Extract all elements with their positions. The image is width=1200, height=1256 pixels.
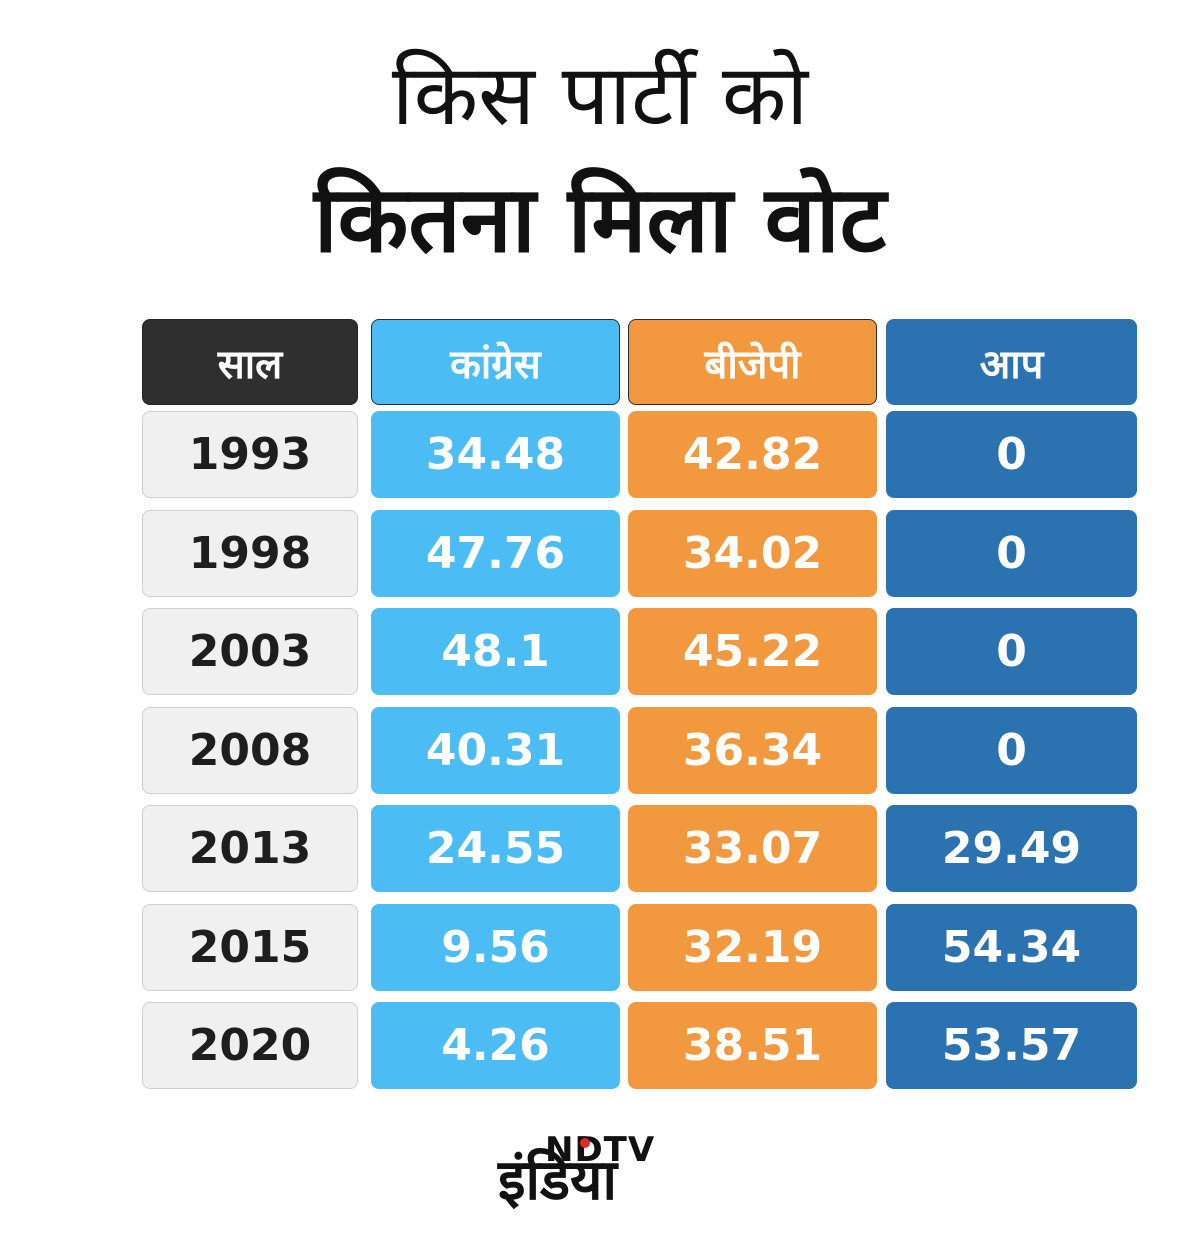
aap-value-cell: 54.34: [886, 904, 1137, 991]
logo-hindi-text: इंडिया: [498, 1148, 617, 1213]
bjp-value-cell: 34.02: [628, 510, 877, 597]
year-cell: 1993: [142, 411, 358, 498]
aap-value-cell: 53.57: [886, 1002, 1137, 1089]
bjp-value-cell: 36.34: [628, 707, 877, 794]
congress-value-cell: 4.26: [371, 1002, 620, 1089]
bjp-value-cell: 45.22: [628, 608, 877, 695]
bjp-value-cell: 38.51: [628, 1002, 877, 1089]
chart-title-line-2: कितना मिला वोट: [313, 166, 887, 273]
congress-value-cell: 9.56: [371, 904, 620, 991]
logo-ndtv-text: NDTV: [545, 1130, 656, 1170]
year-cell: 2013: [142, 805, 358, 892]
logo-red-dot: [580, 1138, 590, 1148]
congress-value-cell: 47.76: [371, 510, 620, 597]
bjp-value-cell: 33.07: [628, 805, 877, 892]
aap-value-cell: 0: [886, 707, 1137, 794]
header-year: साल: [142, 319, 358, 405]
year-cell: 2008: [142, 707, 358, 794]
bjp-value-cell: 32.19: [628, 904, 877, 991]
header-bjp: बीजेपी: [628, 319, 877, 405]
chart-title-line-1: किस पार्टी को: [391, 46, 809, 144]
year-cell: 2015: [142, 904, 358, 991]
aap-value-cell: 0: [886, 608, 1137, 695]
aap-value-cell: 0: [886, 510, 1137, 597]
ndtv-india-logo: इंडिया NDTV: [490, 1130, 710, 1220]
year-cell: 2003: [142, 608, 358, 695]
congress-value-cell: 24.55: [371, 805, 620, 892]
year-cell: 2020: [142, 1002, 358, 1089]
header-congress: कांग्रेस: [371, 319, 620, 405]
bjp-value-cell: 42.82: [628, 411, 877, 498]
congress-value-cell: 34.48: [371, 411, 620, 498]
aap-value-cell: 29.49: [886, 805, 1137, 892]
congress-value-cell: 40.31: [371, 707, 620, 794]
header-aap: आप: [886, 319, 1137, 405]
aap-value-cell: 0: [886, 411, 1137, 498]
congress-value-cell: 48.1: [371, 608, 620, 695]
year-cell: 1998: [142, 510, 358, 597]
